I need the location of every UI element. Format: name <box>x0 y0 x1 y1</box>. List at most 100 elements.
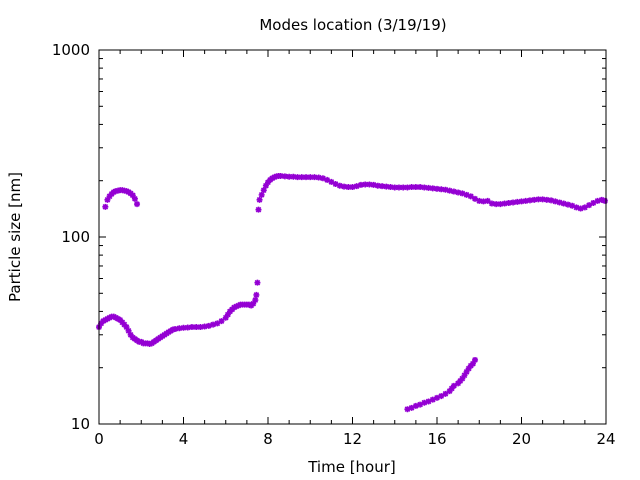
data-point <box>245 301 252 308</box>
data-point <box>123 188 130 195</box>
data-point <box>539 196 546 203</box>
data-points <box>96 172 608 413</box>
data-point <box>193 324 200 331</box>
data-point <box>357 181 364 188</box>
y-tick-label: 10 <box>71 415 90 433</box>
data-point <box>493 201 500 208</box>
x-tick-label: 4 <box>179 430 189 448</box>
data-point <box>233 303 240 310</box>
data-point <box>501 200 508 207</box>
data-point <box>442 186 449 193</box>
data-point <box>469 360 476 367</box>
data-point <box>260 187 267 194</box>
data-point <box>336 182 343 189</box>
data-point <box>127 331 134 338</box>
data-point <box>345 184 352 191</box>
y-axis-label: Particle size [nm] <box>6 172 24 302</box>
data-point <box>484 197 491 204</box>
data-point <box>594 197 601 204</box>
data-point <box>404 406 411 413</box>
data-point <box>404 184 411 191</box>
data-point <box>450 382 457 389</box>
data-point <box>134 201 141 208</box>
data-point <box>531 196 538 203</box>
data-point <box>425 184 432 191</box>
data-point <box>362 181 369 188</box>
data-point <box>472 356 479 363</box>
data-point <box>104 196 111 203</box>
data-point <box>205 322 212 329</box>
data-point <box>214 320 221 327</box>
axis-ticks <box>98 49 607 425</box>
data-point <box>307 174 314 181</box>
data-point <box>455 189 462 196</box>
data-point <box>374 182 381 189</box>
data-point <box>106 193 113 200</box>
data-point <box>461 372 468 379</box>
data-point <box>476 197 483 204</box>
data-point <box>455 380 462 387</box>
y-tick-labels: 10 100 1000 <box>52 41 90 433</box>
data-point <box>281 173 288 180</box>
data-point <box>290 173 297 180</box>
x-tick-label: 20 <box>512 430 531 448</box>
data-point <box>277 172 284 179</box>
data-point <box>463 368 470 375</box>
data-point <box>328 178 335 185</box>
data-point <box>353 183 360 190</box>
data-point <box>379 183 386 190</box>
data-point <box>438 186 445 193</box>
data-point <box>472 195 479 202</box>
data-point <box>255 206 262 213</box>
data-point <box>480 198 487 205</box>
data-point <box>303 174 310 181</box>
data-point <box>581 204 588 211</box>
data-point <box>218 318 225 325</box>
data-point <box>180 324 187 331</box>
data-point <box>197 324 204 331</box>
data-point <box>184 324 191 331</box>
data-point <box>176 325 183 332</box>
data-point <box>417 401 424 408</box>
x-axis-label: Time [hour] <box>307 458 396 476</box>
data-point <box>421 399 428 406</box>
data-point <box>510 199 517 206</box>
data-point <box>434 185 440 192</box>
data-point <box>172 326 179 333</box>
data-point <box>577 205 584 212</box>
data-point <box>235 302 242 309</box>
data-point <box>543 196 550 203</box>
data-point <box>560 200 567 207</box>
data-point <box>319 175 326 182</box>
data-point <box>446 187 453 194</box>
data-point <box>210 321 217 328</box>
data-point <box>265 179 271 186</box>
data-point <box>412 184 419 191</box>
x-tick-labels: 0 4 8 12 16 20 24 <box>94 430 615 448</box>
data-point <box>522 197 529 204</box>
y-tick-label: 100 <box>61 228 90 246</box>
data-point <box>125 327 132 334</box>
data-point <box>102 203 109 210</box>
data-point <box>590 199 597 206</box>
data-point <box>488 200 495 207</box>
data-point <box>417 184 424 191</box>
data-point <box>465 365 472 372</box>
x-tick-label: 16 <box>427 430 446 448</box>
data-point <box>252 297 259 304</box>
data-point <box>129 192 136 199</box>
data-point <box>467 193 474 200</box>
data-point <box>110 189 117 196</box>
data-point <box>391 184 398 191</box>
x-tick-label: 12 <box>343 430 362 448</box>
data-point <box>459 375 466 382</box>
data-point <box>429 185 436 192</box>
data-point <box>412 402 419 409</box>
data-point <box>514 198 521 205</box>
data-point <box>459 190 466 197</box>
chart-title: Modes location (3/19/19) <box>259 16 446 34</box>
data-point <box>324 176 331 183</box>
y-tick-label: 1000 <box>52 41 90 59</box>
data-point <box>315 174 322 181</box>
plot-frame <box>98 49 607 425</box>
